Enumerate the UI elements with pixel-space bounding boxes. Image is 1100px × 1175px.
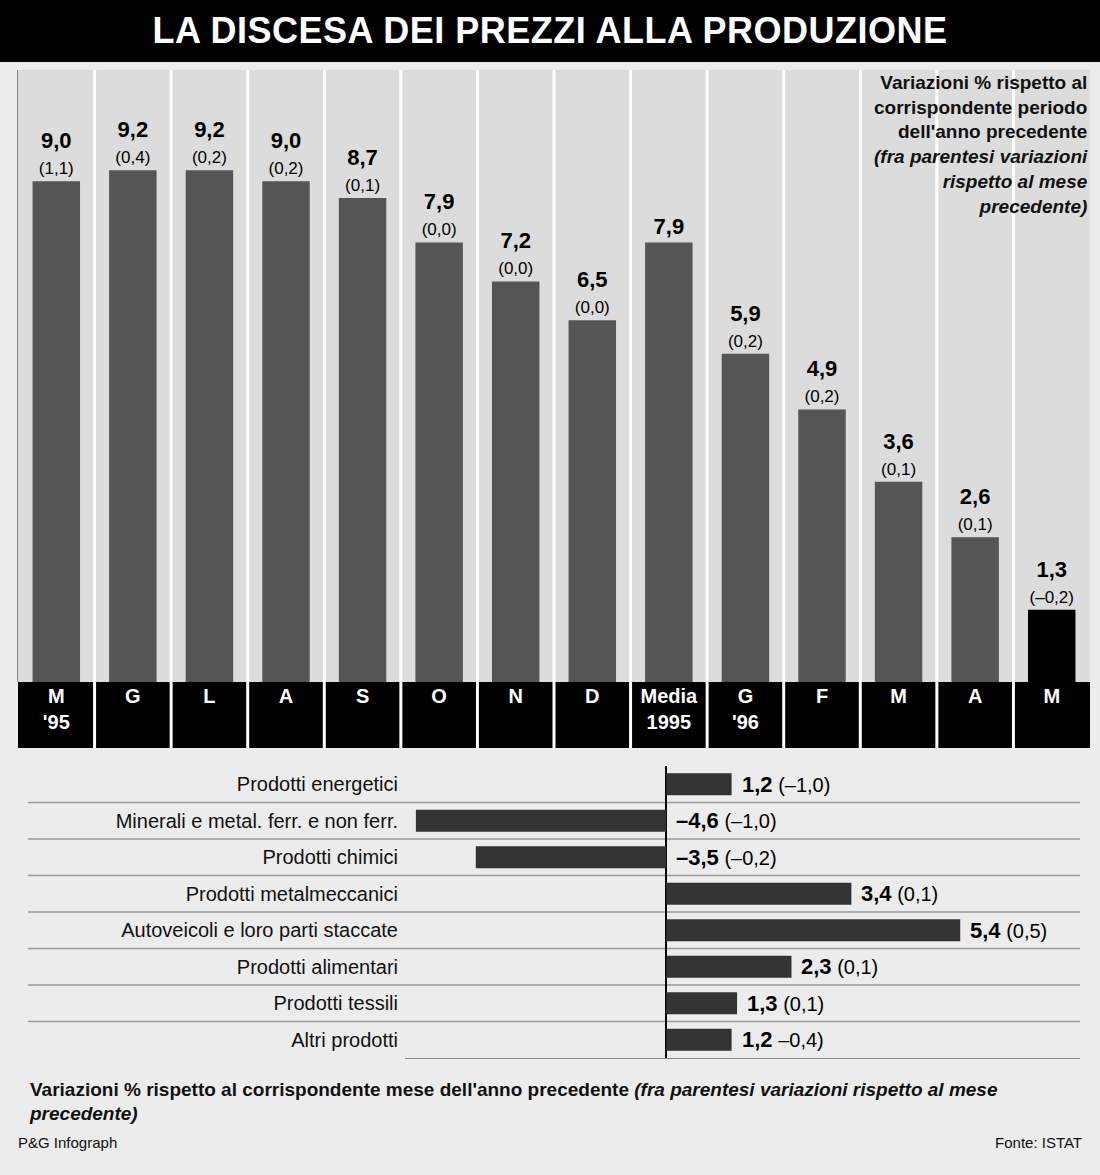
svg-text:1,3 (0,1): 1,3 (0,1) <box>747 991 824 1016</box>
html-text:P&G Infograph: P&G Infograph <box>18 1133 118 1151</box>
svg-text:Prodotti energetici: Prodotti energetici <box>237 773 398 795</box>
svg-text:5,9(0,2): 5,9(0,2) <box>728 301 763 351</box>
svg-text:M: M <box>1043 685 1060 707</box>
svg-text:3,6(0,1): 3,6(0,1) <box>881 429 916 479</box>
svg-text:Prodotti tessili: Prodotti tessili <box>274 992 399 1014</box>
svg-text:F: F <box>816 685 828 707</box>
svg-text:7,9: 7,9 <box>654 214 685 239</box>
svg-text:–3,5 (–0,2): –3,5 (–0,2) <box>676 845 777 870</box>
svg-text:Prodotti alimentari: Prodotti alimentari <box>237 956 398 978</box>
svg-text:4,9(0,2): 4,9(0,2) <box>805 356 840 406</box>
svg-text:Variazioni % rispetto alcorris: Variazioni % rispetto alcorrispondente p… <box>874 72 1088 217</box>
svg-text:9,0(0,2): 9,0(0,2) <box>269 128 304 178</box>
svg-text:9,0(1,1): 9,0(1,1) <box>39 128 74 178</box>
svg-text:1,3(–0,2): 1,3(–0,2) <box>1030 557 1074 607</box>
svg-text:Prodotti chimici: Prodotti chimici <box>262 846 398 868</box>
svg-text:L: L <box>203 685 215 707</box>
svg-text:1,2 –0,4): 1,2 –0,4) <box>742 1027 824 1052</box>
svg-text:O: O <box>431 685 447 707</box>
svg-text:Media1995: Media1995 <box>641 685 699 733</box>
svg-text:1,2 (–1,0): 1,2 (–1,0) <box>742 772 830 797</box>
svg-text:7,2(0,0): 7,2(0,0) <box>498 228 533 278</box>
svg-text:D: D <box>585 685 599 707</box>
html-text:LA DISCESA DEI PREZZI ALLA PRO: LA DISCESA DEI PREZZI ALLA PRODUZIONE <box>152 10 948 51</box>
svg-text:Prodotti metalmeccanici: Prodotti metalmeccanici <box>186 883 398 905</box>
svg-text:G: G <box>125 685 141 707</box>
svg-text:7,9(0,0): 7,9(0,0) <box>422 189 457 239</box>
svg-text:2,6(0,1): 2,6(0,1) <box>958 484 993 534</box>
svg-text:G'96: G'96 <box>732 685 759 733</box>
svg-text:A: A <box>968 685 982 707</box>
svg-text:6,5(0,0): 6,5(0,0) <box>575 267 610 317</box>
svg-text:A: A <box>279 685 293 707</box>
svg-text:S: S <box>356 685 369 707</box>
svg-text:–4,6 (–1,0): –4,6 (–1,0) <box>676 808 777 833</box>
svg-text:5,4 (0,5): 5,4 (0,5) <box>970 918 1047 943</box>
svg-text:M: M <box>890 685 907 707</box>
svg-text:M'95: M'95 <box>43 685 70 733</box>
svg-text:9,2(0,4): 9,2(0,4) <box>115 117 150 167</box>
svg-text:N: N <box>508 685 522 707</box>
svg-text:2,3 (0,1): 2,3 (0,1) <box>801 954 878 979</box>
svg-text:8,7(0,1): 8,7(0,1) <box>345 145 380 195</box>
svg-text:3,4 (0,1): 3,4 (0,1) <box>861 881 938 906</box>
html-text:Variazioni % rispetto al corri: Variazioni % rispetto al corrispondente … <box>30 1079 998 1124</box>
svg-text:9,2(0,2): 9,2(0,2) <box>192 117 227 167</box>
svg-text:Autoveicoli e loro parti stacc: Autoveicoli e loro parti staccate <box>121 919 398 941</box>
svg-text:Minerali e metal. ferr. e non: Minerali e metal. ferr. e non ferr. <box>116 810 398 832</box>
html-text:Fonte: ISTAT: Fonte: ISTAT <box>995 1133 1082 1151</box>
svg-text:Altri prodotti: Altri prodotti <box>291 1029 398 1051</box>
